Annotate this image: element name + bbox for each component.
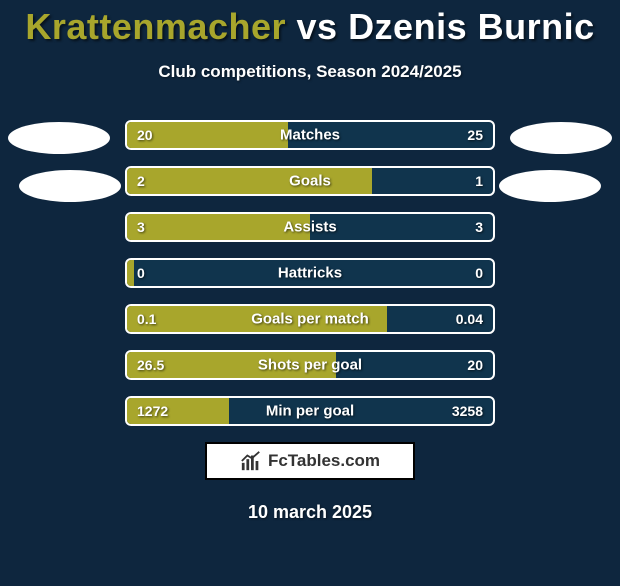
chart-icon bbox=[240, 450, 262, 472]
stat-label: Shots per goal bbox=[127, 357, 493, 374]
stat-right-value: 3258 bbox=[452, 403, 483, 419]
brand-text: FcTables.com bbox=[268, 451, 380, 471]
stat-row: 26.5Shots per goal20 bbox=[125, 350, 495, 380]
subtitle: Club competitions, Season 2024/2025 bbox=[0, 62, 620, 82]
date-label: 10 march 2025 bbox=[0, 502, 620, 523]
stat-row: 0Hattricks0 bbox=[125, 258, 495, 288]
stat-right-value: 0.04 bbox=[456, 311, 483, 327]
stat-row: 1272Min per goal3258 bbox=[125, 396, 495, 426]
stat-right-value: 25 bbox=[467, 127, 483, 143]
stat-right-value: 0 bbox=[475, 265, 483, 281]
stat-label: Assists bbox=[127, 219, 493, 236]
stat-row: 2Goals1 bbox=[125, 166, 495, 196]
stat-right-value: 3 bbox=[475, 219, 483, 235]
comparison-title: Krattenmacher vs Dzenis Burnic bbox=[0, 6, 620, 48]
stat-label: Goals bbox=[127, 173, 493, 190]
title-vs: vs bbox=[297, 6, 338, 47]
stat-bars-container: 20Matches252Goals13Assists30Hattricks00.… bbox=[125, 120, 495, 426]
brand-badge[interactable]: FcTables.com bbox=[205, 442, 415, 480]
stat-label: Min per goal bbox=[127, 403, 493, 420]
player2-avatar-1 bbox=[510, 122, 612, 154]
player1-name: Krattenmacher bbox=[25, 6, 286, 47]
comparison-chart: 20Matches252Goals13Assists30Hattricks00.… bbox=[0, 120, 620, 426]
player2-name: Dzenis Burnic bbox=[348, 6, 595, 47]
stat-row: 3Assists3 bbox=[125, 212, 495, 242]
stat-label: Matches bbox=[127, 127, 493, 144]
stat-right-value: 1 bbox=[475, 173, 483, 189]
stat-row: 0.1Goals per match0.04 bbox=[125, 304, 495, 334]
player2-avatar-2 bbox=[499, 170, 601, 202]
stat-right-value: 20 bbox=[467, 357, 483, 373]
stat-row: 20Matches25 bbox=[125, 120, 495, 150]
player1-avatar-2 bbox=[19, 170, 121, 202]
player1-avatar-1 bbox=[8, 122, 110, 154]
stat-label: Goals per match bbox=[127, 311, 493, 328]
stat-label: Hattricks bbox=[127, 265, 493, 282]
